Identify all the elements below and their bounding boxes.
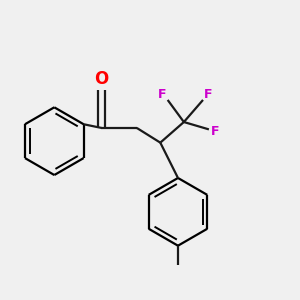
Text: F: F <box>158 88 166 101</box>
Text: F: F <box>211 125 219 138</box>
Text: O: O <box>94 70 109 88</box>
Text: F: F <box>204 88 212 101</box>
